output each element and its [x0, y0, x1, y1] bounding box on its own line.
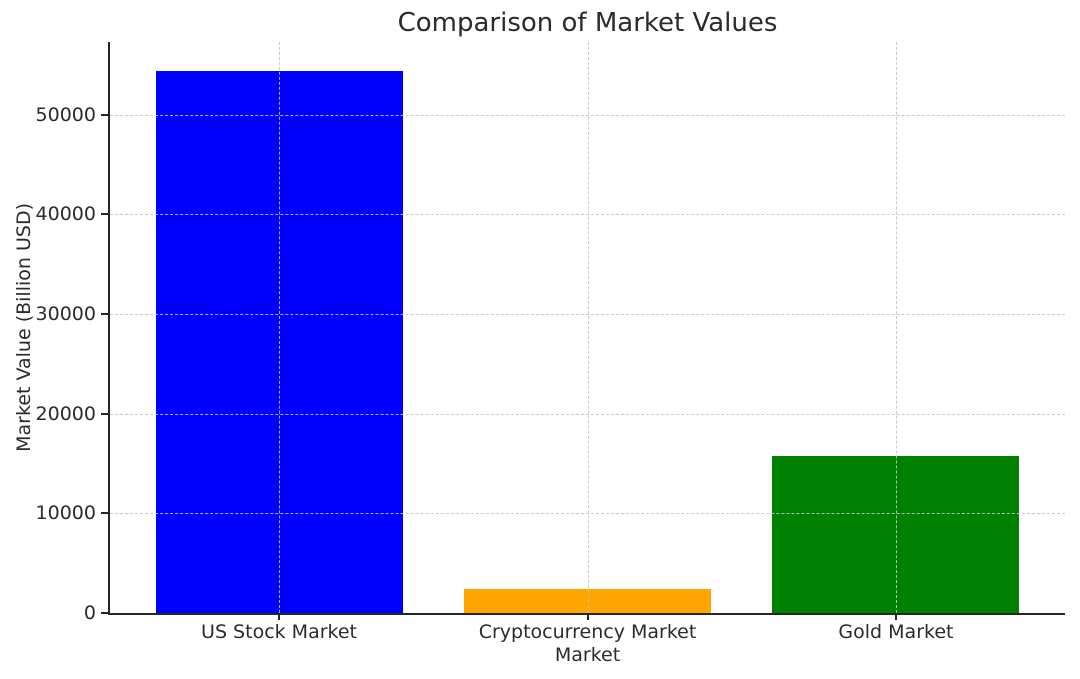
y-tick-mark	[101, 113, 108, 116]
vertical-gridline	[279, 42, 281, 613]
x-tick-mark	[894, 613, 897, 620]
plot-area: 0 10000 20000 30000 40000 50000 US Stock Marke…	[36, 42, 1065, 643]
y-tick-label: 40000	[35, 203, 96, 226]
y-tick-mark	[101, 612, 108, 614]
vertical-gridline	[587, 42, 589, 613]
horizontal-gridline	[110, 413, 1065, 415]
x-tick-label: US Stock Market	[201, 621, 358, 643]
chart-title: Comparison of Market Values	[397, 8, 778, 38]
y-tick-label: 30000	[35, 303, 96, 326]
x-tick-mark	[586, 613, 589, 620]
horizontal-gridline	[110, 314, 1065, 316]
horizontal-gridline	[110, 114, 1065, 116]
x-tick-label: Gold Market	[838, 621, 954, 643]
y-axis-label-container: Market Value (Billion USD)	[4, 42, 44, 613]
y-tick-mark	[101, 213, 108, 216]
x-tick-label: Cryptocurrency Market	[478, 621, 697, 643]
y-tick-label: 0	[83, 602, 96, 624]
y-tick-mark	[101, 512, 108, 515]
y-tick-mark	[101, 313, 108, 316]
x-axis-label: Market	[554, 644, 621, 666]
y-axis-spine	[108, 42, 110, 615]
y-tick-label: 10000	[35, 502, 96, 525]
y-tick-mark	[101, 412, 108, 415]
horizontal-gridline	[110, 214, 1065, 216]
y-tick-label: 50000	[35, 103, 96, 126]
y-axis-label: Market Value (Billion USD)	[13, 203, 35, 452]
x-tick-mark	[278, 613, 281, 620]
vertical-gridline	[895, 42, 897, 613]
horizontal-gridline	[110, 513, 1065, 515]
y-tick-label: 20000	[35, 402, 96, 425]
